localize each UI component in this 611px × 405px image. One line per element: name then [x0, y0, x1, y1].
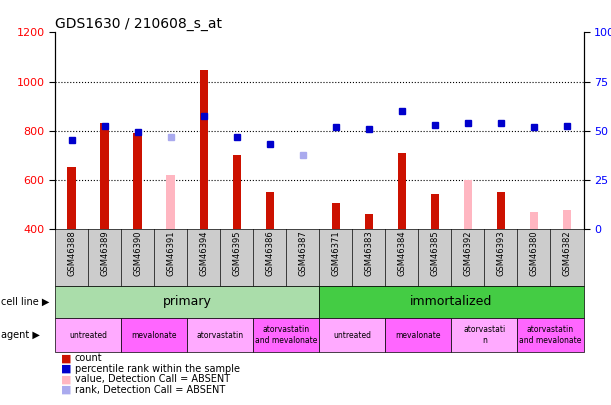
Text: primary: primary — [163, 295, 211, 308]
Bar — [332, 203, 340, 229]
Bar — [398, 153, 406, 229]
Bar — [133, 133, 142, 229]
Text: untreated: untreated — [333, 330, 371, 340]
Text: atorvastatin: atorvastatin — [197, 330, 244, 340]
Bar — [563, 211, 571, 229]
Bar — [233, 155, 241, 229]
Text: count: count — [75, 354, 102, 363]
Text: value, Detection Call = ABSENT: value, Detection Call = ABSENT — [75, 375, 230, 384]
Bar — [431, 194, 439, 229]
Text: atorvastatin
and mevalonate: atorvastatin and mevalonate — [255, 326, 317, 345]
Bar — [67, 167, 76, 229]
Text: atorvastati
n: atorvastati n — [463, 326, 505, 345]
Text: ■: ■ — [61, 375, 71, 384]
Text: mevalonate: mevalonate — [131, 330, 177, 340]
Text: GDS1630 / 210608_s_at: GDS1630 / 210608_s_at — [55, 17, 222, 31]
Text: atorvastatin
and mevalonate: atorvastatin and mevalonate — [519, 326, 582, 345]
Text: mevalonate: mevalonate — [395, 330, 441, 340]
Text: untreated: untreated — [69, 330, 107, 340]
Bar — [200, 70, 208, 229]
Bar — [464, 180, 472, 229]
Text: ■: ■ — [61, 364, 71, 374]
Bar — [100, 123, 109, 229]
Bar — [497, 192, 505, 229]
Bar — [166, 175, 175, 229]
Text: percentile rank within the sample: percentile rank within the sample — [75, 364, 240, 374]
Bar — [530, 212, 538, 229]
Text: agent ▶: agent ▶ — [1, 330, 40, 340]
Bar — [266, 192, 274, 229]
Bar — [365, 214, 373, 229]
Text: ■: ■ — [61, 354, 71, 363]
Text: cell line ▶: cell line ▶ — [1, 297, 49, 307]
Text: immortalized: immortalized — [410, 295, 492, 308]
Text: ■: ■ — [61, 385, 71, 395]
Text: rank, Detection Call = ABSENT: rank, Detection Call = ABSENT — [75, 385, 225, 395]
